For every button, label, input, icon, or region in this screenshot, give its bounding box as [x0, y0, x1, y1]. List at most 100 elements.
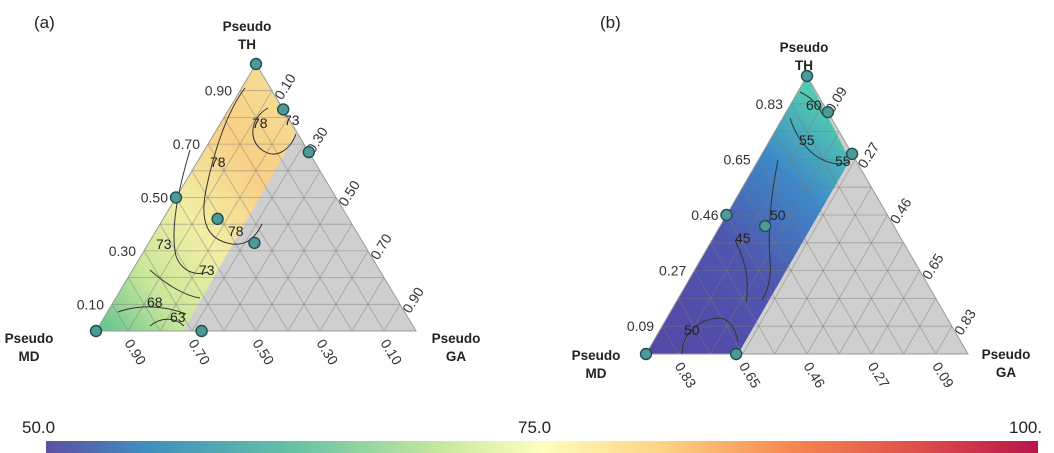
contour-label: 50	[684, 322, 700, 338]
tick-label: 0.83	[756, 96, 783, 112]
contour-label: 78	[228, 223, 244, 239]
design-point	[169, 191, 183, 204]
grid-line	[742, 159, 856, 355]
design-points	[89, 57, 315, 338]
tick-label: 0.50	[249, 336, 277, 368]
vertex-label-right: GA	[996, 365, 1017, 380]
design-points	[639, 69, 859, 361]
tick-label: 0.10	[377, 336, 405, 368]
contour-line	[789, 117, 851, 165]
tick-label: 0.65	[919, 250, 947, 282]
contour-label: 68	[147, 294, 163, 310]
grid-line	[677, 103, 824, 355]
tick-label: 0.09	[627, 318, 654, 334]
vertex-label-right: GA	[446, 349, 467, 364]
grid-line	[127, 277, 161, 332]
tick-label: 0.83	[672, 359, 700, 391]
tick-label: 0.27	[854, 139, 882, 171]
tick-label: 0.70	[367, 231, 395, 263]
design-point	[758, 219, 772, 233]
tick-label: 0.70	[173, 136, 200, 152]
tick-label: 0.65	[723, 151, 750, 167]
tick-label: 0.90	[121, 336, 149, 368]
panel-label-a: (a)	[34, 13, 55, 32]
tick-label: 0.27	[659, 263, 686, 279]
panel-label-b: (b)	[600, 13, 621, 32]
tick-label: 0.50	[141, 190, 168, 206]
grid-line	[111, 304, 129, 332]
tick-label: 0.09	[929, 359, 957, 391]
contour-label: 55	[799, 132, 815, 148]
grid-line	[710, 242, 776, 355]
vertex-label-right: Pseudo	[982, 347, 1031, 362]
vertex-label-right: Pseudo	[432, 331, 481, 346]
contour-line	[203, 87, 263, 245]
tick-label: 0.10	[77, 296, 104, 312]
contour-label: 73	[156, 236, 172, 252]
design-point	[211, 212, 224, 226]
colorbar-gradient	[46, 441, 1038, 453]
grid	[95, 63, 417, 332]
tick-label: 0.90	[205, 83, 232, 99]
contour-line	[173, 149, 209, 274]
contour-label: 73	[284, 112, 300, 128]
contour-label: 78	[252, 115, 268, 131]
grid-line	[127, 90, 273, 332]
contour-label: 60	[806, 97, 822, 113]
grid-line	[175, 197, 257, 332]
grid-line	[661, 325, 679, 355]
tick-label: 0.65	[736, 359, 764, 391]
grid-line	[758, 159, 872, 355]
grid-line	[191, 143, 305, 332]
vertex-label-top: Pseudo	[780, 40, 829, 55]
ternary-panel-b: (b) 60 55 55 50 45 50 Pseudo TH Pseudo M…	[572, 13, 1031, 391]
grid-line	[143, 250, 193, 332]
colorbar-min-label: 50.0	[22, 418, 55, 437]
grid-line	[159, 223, 225, 332]
contour-label: 63	[170, 309, 186, 325]
vertex-label-top: TH	[795, 58, 813, 73]
contour-line	[761, 159, 779, 301]
design-point	[195, 324, 208, 338]
grid-line	[903, 298, 937, 355]
design-point	[639, 347, 653, 361]
design-point	[800, 69, 814, 83]
vertex-label-left: MD	[19, 349, 40, 364]
tick-label: 0.90	[399, 284, 427, 316]
design-point	[248, 236, 261, 250]
design-point	[821, 105, 835, 119]
grid-line	[790, 103, 937, 355]
tick-label: 0.27	[865, 359, 893, 391]
vertex-label-left: Pseudo	[5, 331, 54, 346]
colorbar: 50.0 75.0 100.	[22, 418, 1042, 453]
grid-line	[319, 250, 369, 332]
contour-line	[252, 107, 297, 155]
design-point	[729, 347, 743, 361]
tick-label: 0.46	[886, 195, 914, 227]
grid-line	[838, 242, 904, 355]
grid-line	[351, 277, 385, 332]
vertex-label-left: MD	[586, 366, 607, 381]
vertex-label-left: Pseudo	[572, 348, 621, 363]
contour-label: 45	[735, 230, 751, 246]
colorbar-max-label: 100.	[1009, 418, 1042, 437]
grid-line	[677, 298, 711, 355]
contour-line	[117, 306, 187, 315]
tick-label: 0.46	[800, 359, 828, 391]
grid-line	[255, 197, 337, 332]
tick-label: 0.50	[335, 177, 363, 209]
grid-line	[806, 214, 888, 355]
contour-line	[799, 91, 823, 115]
contour-lines	[117, 87, 297, 327]
contour-labels: 60 55 55 50 45 50	[684, 97, 851, 338]
grid-line	[871, 270, 921, 355]
design-point	[277, 103, 290, 116]
tick-label: 0.70	[185, 336, 213, 368]
contour-lines	[681, 91, 851, 355]
contour-line	[734, 239, 748, 303]
contour-line	[149, 318, 185, 327]
grid-line	[207, 143, 321, 332]
tick-label: 0.30	[109, 243, 136, 259]
contour-label: 78	[210, 154, 226, 170]
